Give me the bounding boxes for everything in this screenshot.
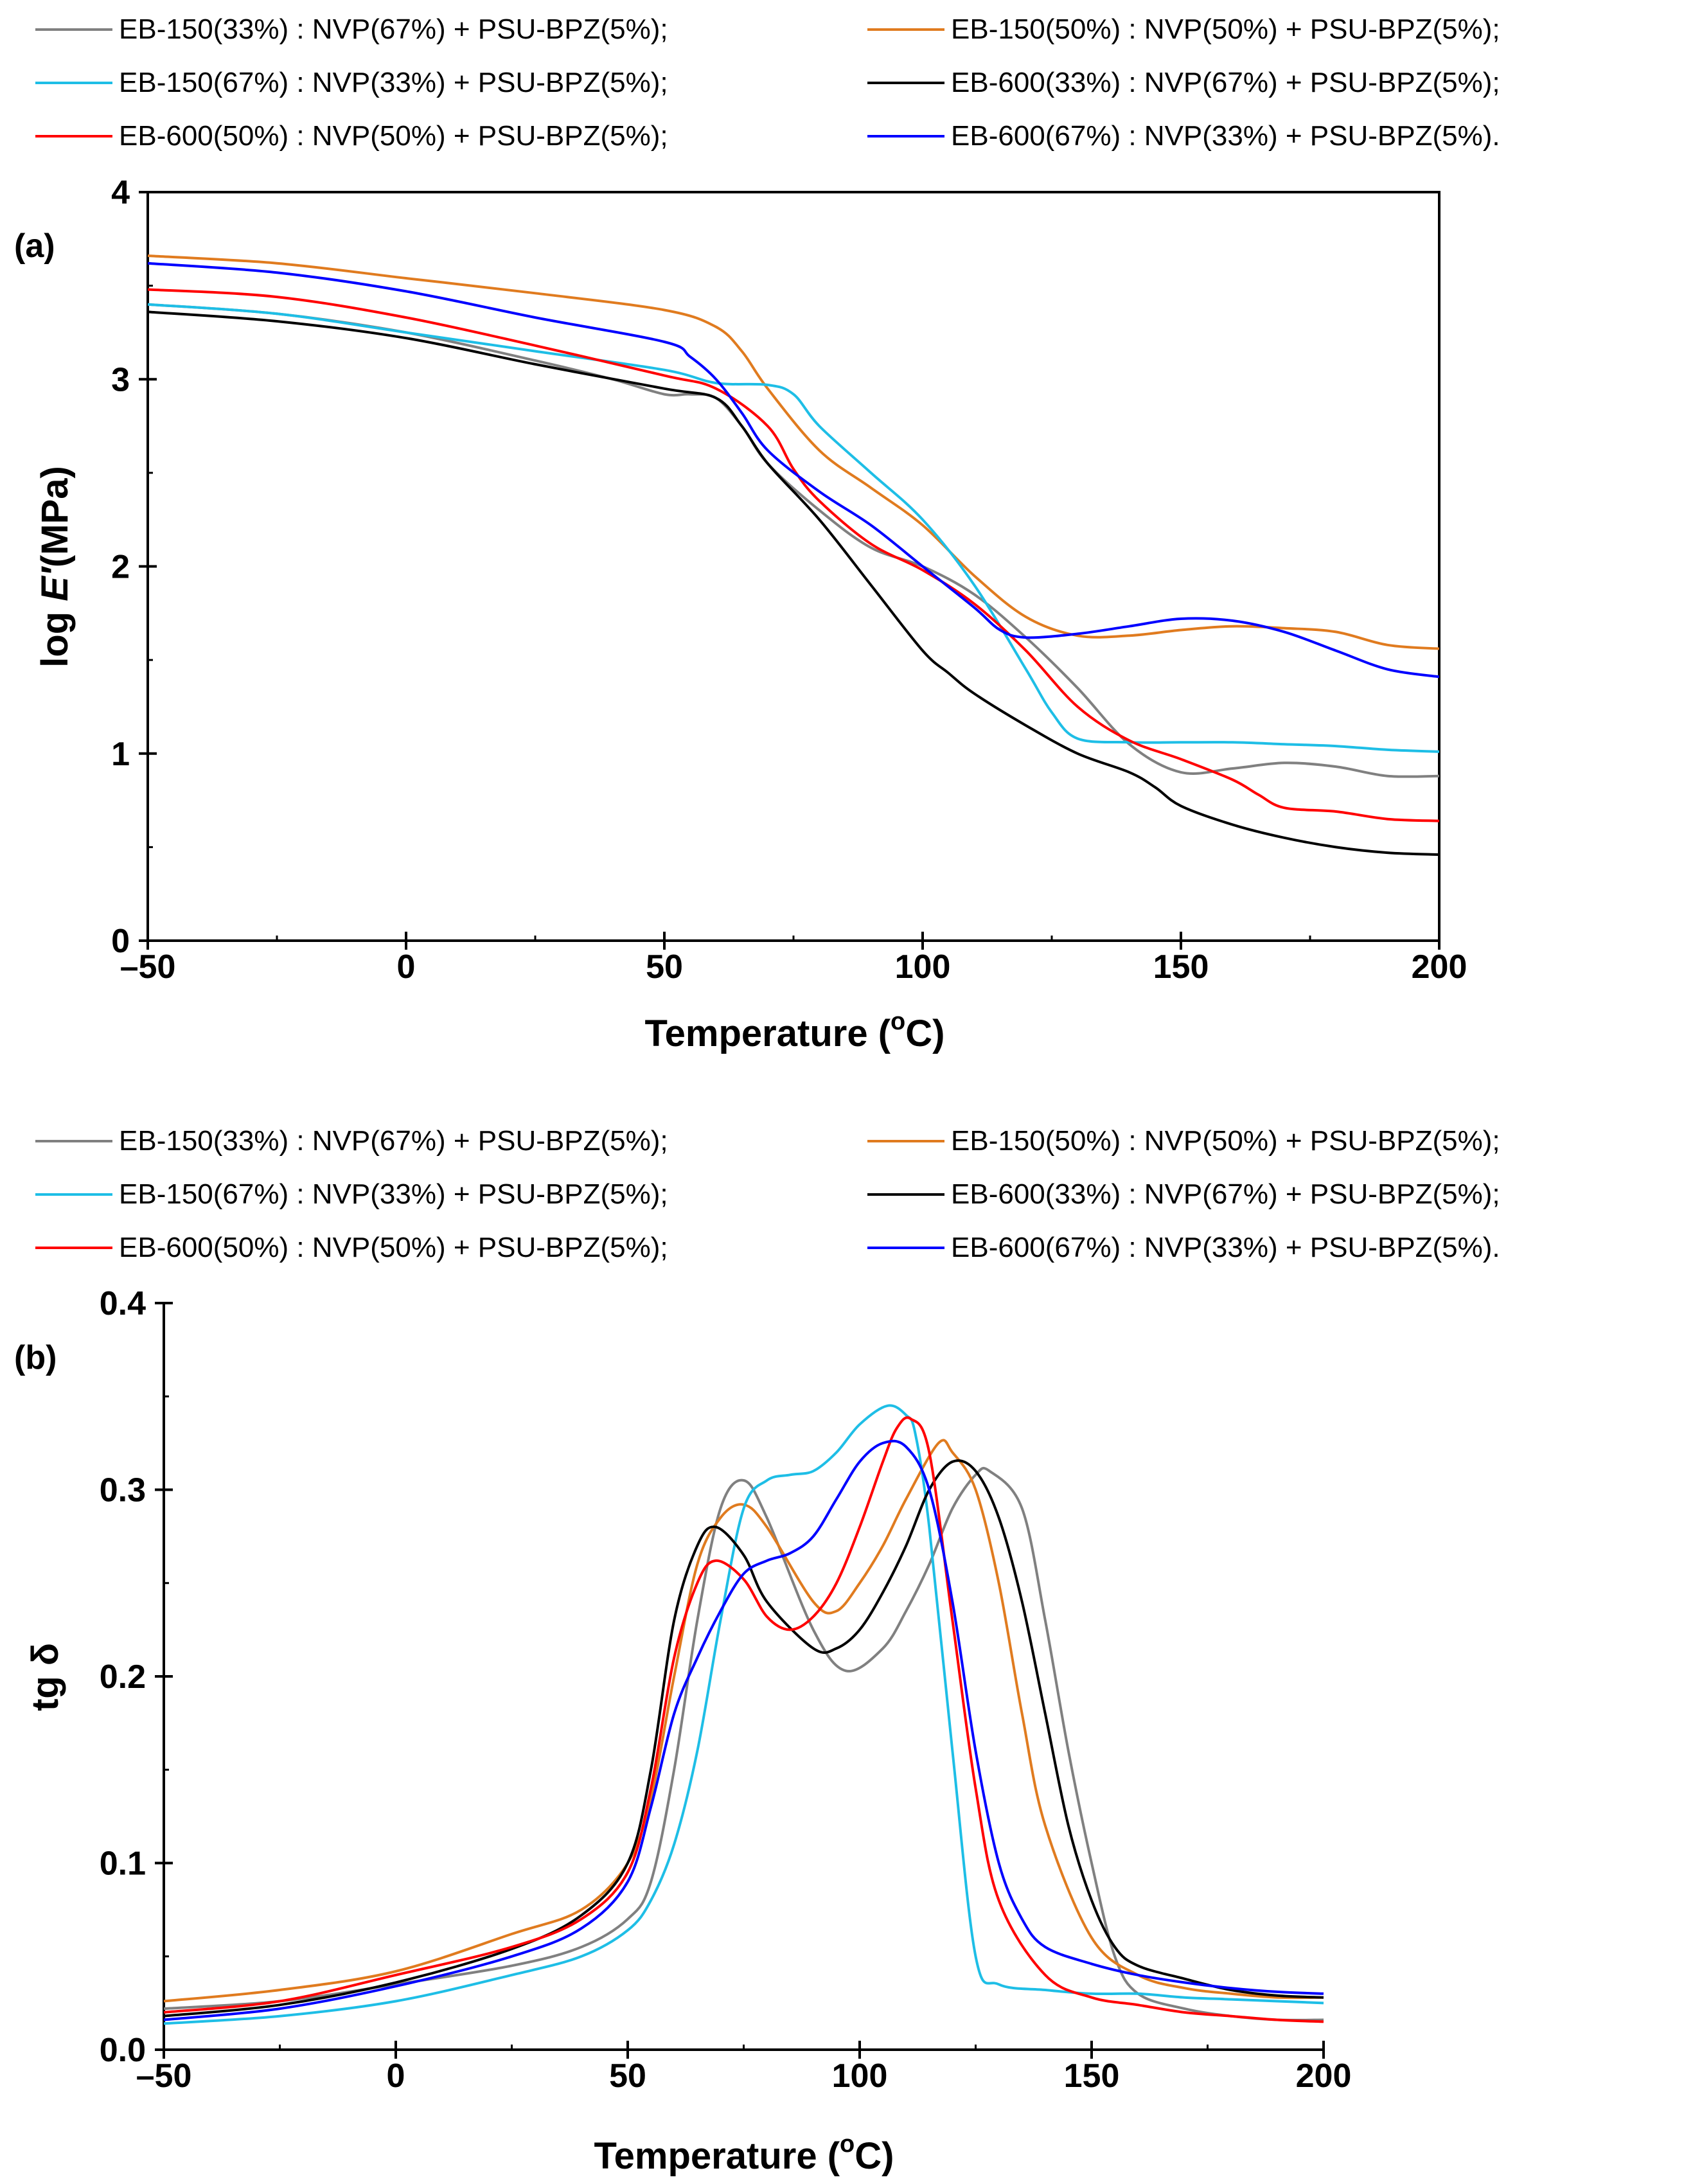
panel-a-y-tick-label: 4 <box>111 174 130 211</box>
panel-b-axis-lines <box>163 1303 1324 2051</box>
panel-b-series-line-5 <box>163 1416 1324 2023</box>
panel-b-x-tick-label: 50 <box>609 2057 646 2095</box>
legend-a: EB-150(33%) : NVP(67%) + PSU-BPZ(5%); EB-… <box>35 13 1500 152</box>
panel-b-series-line-4 <box>163 1459 1324 2018</box>
legend-entry: EB-150(33%) : NVP(67%) + PSU-BPZ(5%); <box>119 1125 668 1157</box>
degree-sign-b: o <box>840 2131 855 2158</box>
legend-entry: EB-150(50%) : NVP(50%) + PSU-BPZ(5%); <box>951 13 1500 45</box>
panel-b-x-tick-label: 0 <box>387 2057 405 2095</box>
panel-b-y-tick-label: 0.2 <box>100 1658 146 1696</box>
panel-a-series-line-2 <box>147 254 1440 650</box>
panel-b-y-tick-label: 0.0 <box>100 2032 146 2069</box>
legend-entry: EB-600(67%) : NVP(33%) + PSU-BPZ(5%). <box>951 120 1500 152</box>
panel-b-x-axis-title: Temperature (oC) <box>594 2131 894 2177</box>
panel-b-series-line-6 <box>163 1439 1324 2021</box>
legend-entry: EB-600(50%) : NVP(50%) + PSU-BPZ(5%); <box>119 120 668 152</box>
panel-a-curves <box>147 254 1440 856</box>
panel-b-label: (b) <box>14 1339 57 1376</box>
legend-entry: EB-600(67%) : NVP(33%) + PSU-BPZ(5%). <box>951 1232 1500 1263</box>
panel-a-x-tick-label: –50 <box>120 948 176 986</box>
panel-a-series-line-3 <box>147 303 1440 753</box>
panel-a-series-line-1 <box>147 303 1440 778</box>
panel-a: EB-150(33%) : NVP(67%) + PSU-BPZ(5%); EB-… <box>14 13 1500 1054</box>
panel-a-x-axis-title: Temperature (oC) <box>645 1008 945 1054</box>
panel-a-x-tick-label: 100 <box>895 948 951 986</box>
panel-a-x-tick-label: 150 <box>1153 948 1209 986</box>
panel-b-series-line-2 <box>163 1439 1324 2003</box>
panel-b-y-axis-title: tg δ <box>24 1643 66 1711</box>
panel-a-label: (a) <box>14 227 55 265</box>
panel-a-y-axis-title: log E′(MPa) <box>34 466 76 668</box>
panel-a-y-tick-label: 1 <box>111 736 130 773</box>
panel-a-x-tick-label: 0 <box>397 948 416 986</box>
panel-a-x-tick-label: 200 <box>1412 948 1467 986</box>
legend-entry: EB-150(50%) : NVP(50%) + PSU-BPZ(5%); <box>951 1125 1500 1157</box>
panel-b-y-tick-label: 0.1 <box>100 1845 146 1883</box>
panel-b-axes: –50 0 50 100 150 200 0.0 0.1 0.2 0.3 0.4 <box>100 1285 1352 2095</box>
legend-entry: EB-150(33%) : NVP(67%) + PSU-BPZ(5%); <box>119 13 668 45</box>
legend-entry: EB-600(33%) : NVP(67%) + PSU-BPZ(5%); <box>951 67 1500 98</box>
panel-b-y-tick-label: 0.4 <box>100 1285 146 1322</box>
panel-b: EB-150(33%) : NVP(67%) + PSU-BPZ(5%); EB-… <box>14 1125 1500 2177</box>
panel-b-curves <box>163 1404 1324 2025</box>
panel-a-y-tick-label: 2 <box>111 549 130 586</box>
panel-b-series-line-1 <box>163 1466 1324 2021</box>
panel-b-series-line-3 <box>163 1404 1324 2025</box>
panel-b-y-tick-label: 0.3 <box>100 1472 146 1509</box>
legend-entry: EB-600(50%) : NVP(50%) + PSU-BPZ(5%); <box>119 1232 668 1263</box>
panel-b-x-tick-label: 100 <box>832 2057 888 2095</box>
panel-a-y-tick-label: 0 <box>111 923 130 960</box>
panel-a-series-line-4 <box>147 310 1440 856</box>
panel-a-y-tick-label: 3 <box>111 361 130 398</box>
legend-entry: EB-600(33%) : NVP(67%) + PSU-BPZ(5%); <box>951 1178 1500 1210</box>
panel-b-x-tick-label: 150 <box>1064 2057 1120 2095</box>
panel-b-x-tick-label: –50 <box>136 2057 192 2095</box>
panel-a-series-line-6 <box>147 262 1440 679</box>
legend-entry: EB-150(67%) : NVP(33%) + PSU-BPZ(5%); <box>119 67 668 98</box>
legend-entry: EB-150(67%) : NVP(33%) + PSU-BPZ(5%); <box>119 1178 668 1210</box>
panel-a-x-tick-label: 50 <box>646 948 683 986</box>
panel-a-series-line-5 <box>147 288 1440 822</box>
legend-b: EB-150(33%) : NVP(67%) + PSU-BPZ(5%); EB-… <box>35 1125 1500 1263</box>
panel-b-x-tick-label: 200 <box>1296 2057 1352 2095</box>
degree-sign-a: o <box>891 1008 905 1035</box>
